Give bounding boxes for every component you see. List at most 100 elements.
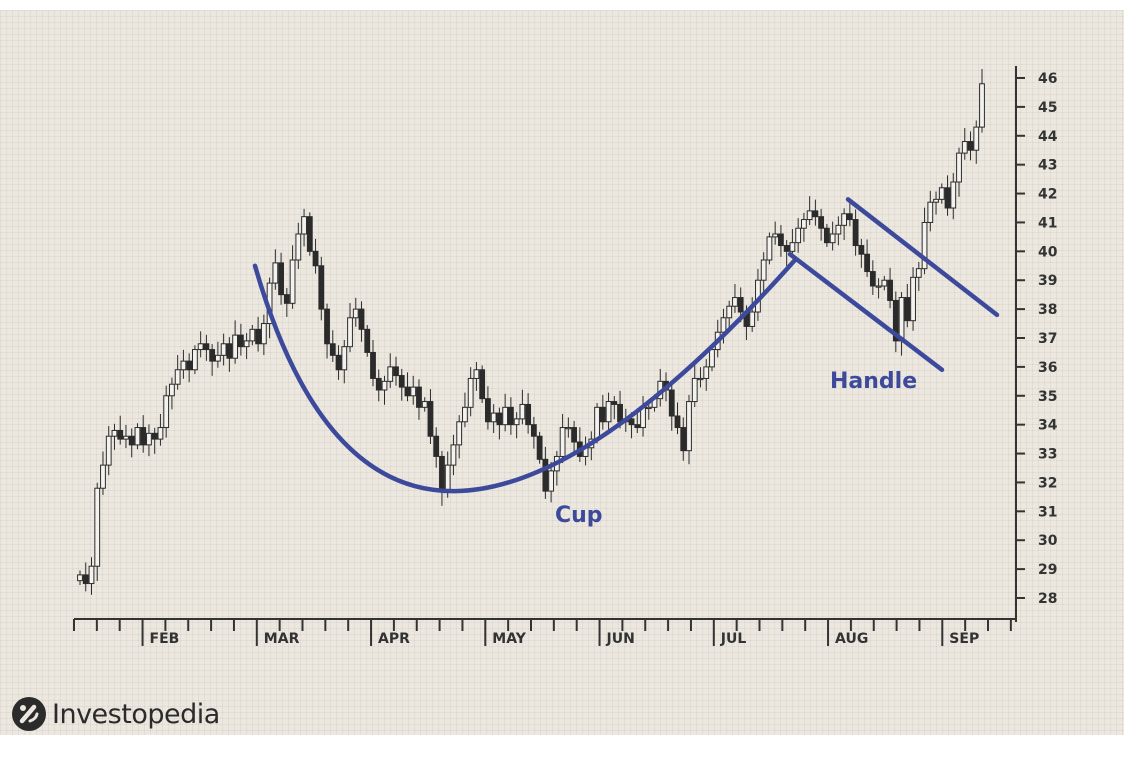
candle-down: [404, 386, 411, 397]
candle-up: [169, 383, 175, 397]
candle-down: [674, 415, 681, 429]
cup-label: Cup: [555, 503, 603, 528]
brand-name: Investopedia: [52, 698, 220, 730]
candle-down: [393, 366, 399, 377]
candle-down: [812, 210, 819, 218]
candle-up: [260, 323, 267, 345]
candle-up: [933, 198, 939, 203]
candle-up: [979, 83, 985, 128]
candle-up: [444, 464, 451, 492]
candle-down: [237, 334, 244, 348]
x-month-label: SEP: [949, 631, 979, 647]
candles-group: [77, 69, 985, 595]
y-tick-label: 34: [1038, 418, 1058, 434]
candle-down: [329, 343, 336, 356]
candle-up: [835, 224, 842, 235]
candle-up: [927, 201, 934, 223]
candle-down: [433, 435, 440, 457]
candle-down: [427, 401, 434, 437]
candle-up: [105, 435, 112, 466]
candle-down: [680, 427, 687, 452]
candle-down: [892, 299, 899, 342]
candle-up: [829, 233, 836, 244]
candle-up: [789, 242, 796, 252]
cup-curve: [252, 257, 798, 494]
candle-up: [467, 377, 474, 408]
candle-up: [88, 565, 95, 585]
y-tick-label: 36: [1038, 360, 1057, 376]
candle-down: [530, 424, 537, 437]
candle-up: [559, 427, 566, 457]
candle-down: [864, 253, 870, 273]
candle-down: [542, 458, 549, 492]
candle-up: [146, 432, 152, 446]
candle-down: [324, 308, 330, 345]
candle-down: [599, 406, 606, 423]
candle-down: [904, 297, 911, 322]
candle-up: [594, 406, 600, 440]
candle-up: [795, 227, 802, 244]
candle-up: [760, 259, 767, 281]
candle-down: [737, 297, 744, 313]
candle-down: [887, 279, 893, 301]
candle-up: [875, 285, 882, 288]
candle-up: [691, 377, 698, 403]
y-tick-label: 42: [1038, 187, 1057, 203]
candle-up: [697, 377, 704, 381]
candle-down: [358, 308, 365, 330]
candle-up: [726, 305, 733, 319]
candle-down: [869, 271, 876, 287]
candle-up: [502, 406, 509, 426]
candle-down: [203, 343, 210, 351]
candle-up: [421, 401, 428, 408]
candle-up: [709, 349, 715, 368]
x-month-label: APR: [378, 631, 410, 647]
candle-down: [255, 328, 262, 345]
candle-up: [163, 395, 170, 429]
candle-up: [123, 435, 129, 440]
candle-up: [749, 311, 756, 327]
candle-down: [306, 216, 313, 252]
y-tick-label: 39: [1038, 273, 1057, 289]
candle-down: [571, 427, 577, 443]
candle-down: [312, 250, 319, 267]
candle-up: [732, 297, 738, 307]
handle-lower-line: [787, 251, 945, 373]
candle-up: [645, 406, 652, 410]
candle-down: [398, 375, 405, 388]
candle-down: [128, 435, 135, 446]
y-tick-label: 31: [1038, 504, 1057, 520]
brand-logo: Investopedia: [12, 694, 220, 734]
candle-up: [800, 219, 807, 229]
y-tick-label: 44: [1038, 129, 1058, 145]
candle-up: [214, 354, 221, 362]
candle-down: [364, 328, 371, 353]
candle-down: [846, 213, 853, 221]
candle-down: [226, 343, 233, 359]
y-tick-label: 29: [1038, 562, 1057, 578]
candle-down: [416, 386, 422, 408]
candle-up: [961, 141, 968, 154]
x-month-label: JUN: [606, 631, 635, 647]
candle-up: [915, 268, 922, 278]
candle-down: [140, 427, 147, 446]
candle-up: [192, 349, 198, 371]
handle-upper-line: [845, 197, 1000, 318]
candle-up: [232, 334, 239, 359]
candle-up: [806, 210, 813, 221]
candle-down: [375, 377, 382, 391]
candle-down: [507, 406, 514, 426]
candle-up: [766, 236, 773, 261]
candle-up: [174, 369, 181, 385]
candle-up: [473, 369, 480, 379]
candle-down: [628, 418, 635, 426]
candle-down: [496, 412, 503, 426]
candle-up: [513, 418, 520, 426]
candle-down: [370, 351, 376, 379]
candle-up: [381, 380, 388, 391]
candle-up: [720, 317, 727, 333]
y-tick-label: 46: [1038, 71, 1057, 87]
candle-up: [450, 444, 457, 466]
x-month-label: JUL: [720, 631, 747, 647]
candle-up: [956, 152, 962, 183]
